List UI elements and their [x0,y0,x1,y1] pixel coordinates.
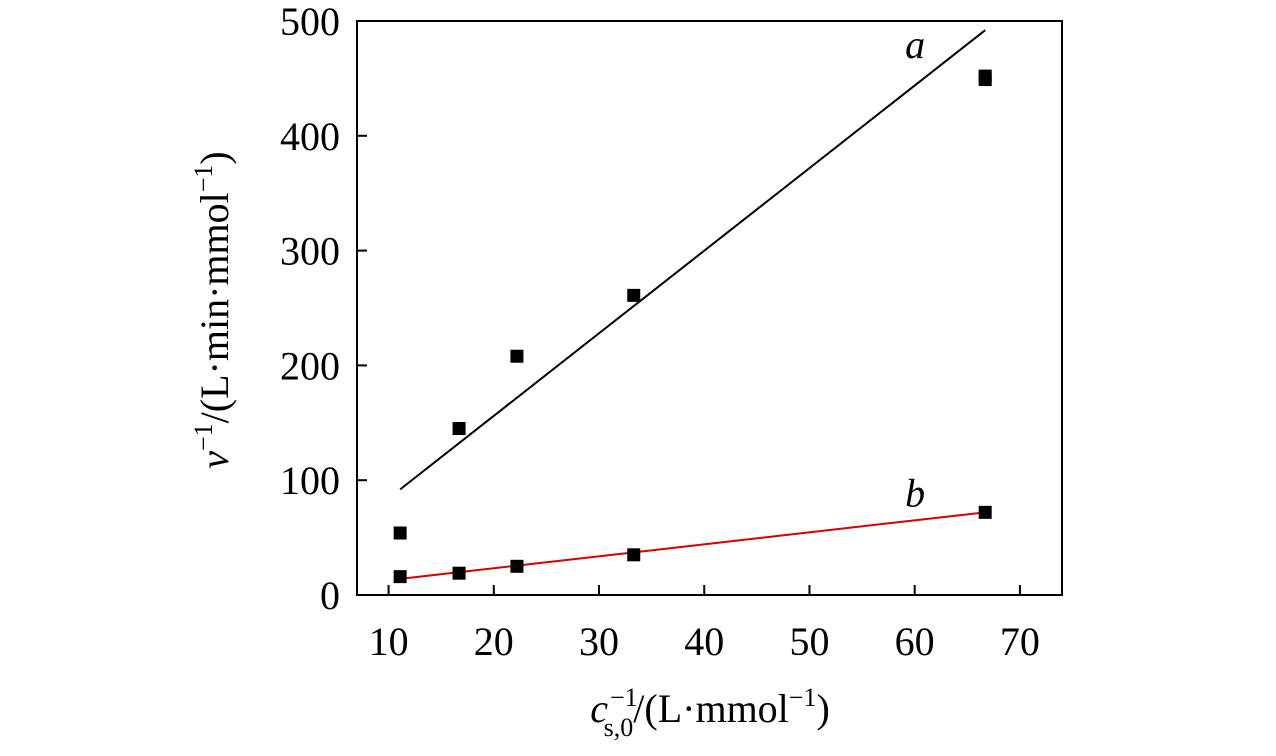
y-axis-unit-superscript: −1 [189,165,218,193]
x-tick-labels: 10 20 30 40 50 60 70 [369,619,1040,664]
data-point-b [627,548,641,562]
x-axis-subscript: s,0 [604,713,634,742]
plot-frame [356,20,1063,596]
x-tick-label: 20 [474,619,514,664]
y-tick-label: 400 [280,114,340,159]
x-axis-symbol: c [590,686,608,731]
y-axis-close: ) [192,151,237,164]
x-tick-label: 40 [684,619,724,664]
x-axis-unit-superscript: −1 [789,683,817,712]
x-axis-title: c−1 s,0/(L·mmol−1) [590,683,830,742]
x-tick-label: 50 [789,619,829,664]
data-point-a [978,73,992,87]
fit-line-a [399,29,986,491]
data-points [393,69,992,584]
y-tick-label: 100 [280,458,340,503]
series-labels: ab [905,22,925,515]
series-label-b: b [905,470,925,515]
y-tick-label: 500 [280,0,340,44]
y-axis-superscript: −1 [189,423,218,451]
fit-line-b [400,511,986,580]
y-axis-unit: /(L·min·mmol [192,192,237,423]
x-axis-close: ) [816,686,829,731]
tick-group [357,20,1021,596]
data-point-b [452,566,466,580]
y-axis-symbol: v [192,451,237,469]
data-point-a [393,526,407,540]
x-axis-superscript: −1 [610,683,638,712]
y-tick-label: 0 [320,573,340,618]
data-point-b [978,505,992,519]
series-label-a: a [905,22,925,67]
x-tick-label: 60 [895,619,935,664]
data-point-a [627,288,641,302]
data-point-a [452,422,466,436]
data-point-b [393,570,407,584]
fit-lines [399,29,986,580]
y-axis-title: v−1/(L·min·mmol−1) [189,151,237,469]
y-tick-label: 200 [280,343,340,388]
x-axis-unit: /(L·mmol [633,686,789,731]
x-tick-label: 10 [369,619,409,664]
data-point-a [510,349,524,363]
y-tick-labels: 0 100 200 300 400 500 [280,0,340,618]
x-tick-label: 30 [579,619,619,664]
data-point-b [510,559,524,573]
x-tick-label: 70 [1000,619,1040,664]
y-tick-label: 300 [280,229,340,274]
